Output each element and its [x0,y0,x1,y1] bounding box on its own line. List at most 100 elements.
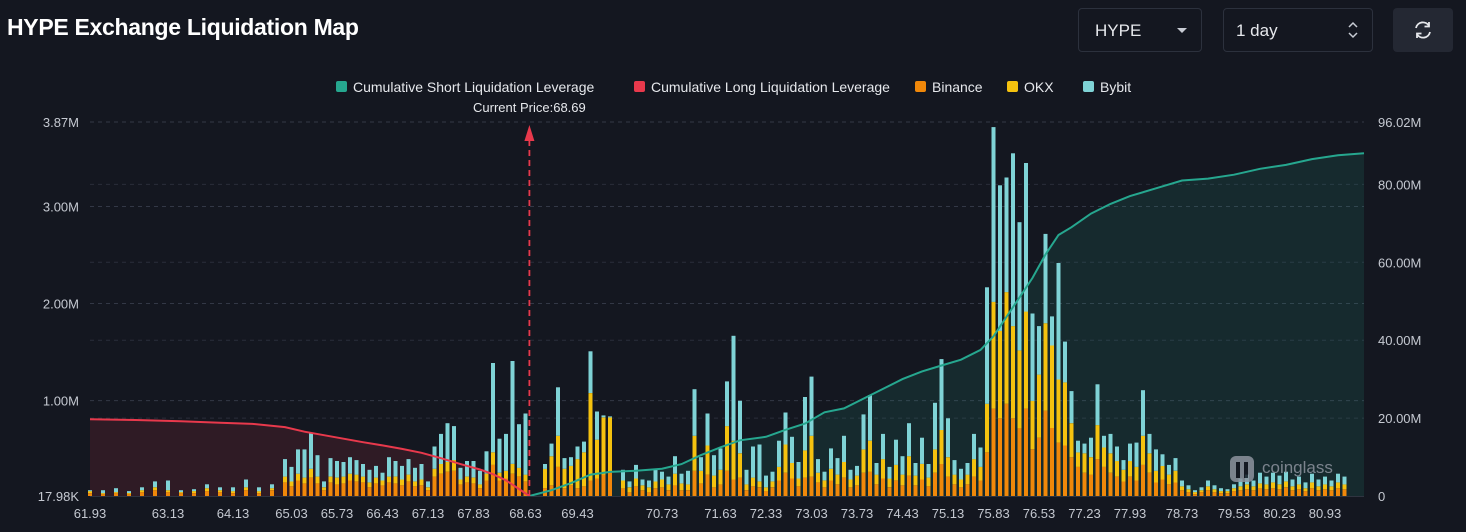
x-tick: 77.93 [1114,506,1147,521]
bar-bybit [595,411,599,440]
bar-binance [627,492,632,496]
bar-okx [322,487,326,491]
bar-binance [790,478,794,496]
bar-bybit [445,423,450,462]
bar-binance [374,483,378,496]
bar-okx [387,476,391,483]
x-tick: 65.03 [275,506,308,521]
bar-okx [166,490,170,493]
bar-okx [1121,469,1126,482]
legend-item: Cumulative Long Liquidation Leverage [634,79,890,95]
bar-binance [1011,418,1015,496]
bar-bybit [315,455,320,477]
bar-bybit [1206,480,1210,487]
bar-okx [1056,379,1061,443]
bar-binance [315,483,320,496]
bar-binance [1271,488,1275,496]
y-left-tick: 3.00M [43,200,79,215]
bar-bybit [1076,440,1080,453]
bar-okx [419,479,424,486]
short-area [529,153,1364,496]
bar-bybit [699,457,703,471]
bar-okx [1258,483,1262,489]
bar-binance [978,480,983,496]
bar-binance [302,483,307,496]
bar-bybit [816,459,820,473]
bar-bybit [939,359,944,430]
bar-okx [244,487,248,491]
bar-bybit [452,426,456,461]
bar-bybit [725,381,729,427]
bar-okx [835,474,840,485]
bar-binance [933,472,937,496]
bar-okx [809,435,814,477]
bar-binance [413,486,417,496]
bar-okx [1063,382,1067,446]
bar-binance [965,484,970,496]
bar-binance [419,485,424,496]
bar-okx [127,493,131,495]
bar-binance [816,482,820,496]
legend-swatch [1083,81,1094,92]
bar-binance [647,492,651,496]
bar-binance [952,484,957,496]
bar-bybit [361,464,365,477]
symbol-select[interactable]: HYPE [1078,8,1202,52]
bar-bybit [1251,480,1256,487]
bar-binance [894,480,898,496]
bar-okx [1316,486,1321,491]
bar-bybit [621,469,625,481]
bar-binance [1141,464,1145,496]
timeframe-select[interactable]: 1 day [1223,8,1373,52]
bar-okx [692,435,697,471]
bar-okx [796,478,801,487]
bar-bybit [920,437,924,464]
bar-okx [1219,491,1223,493]
bar-binance [686,490,690,496]
bar-okx [1173,470,1178,483]
bar-bybit [140,487,144,491]
bar-bybit [835,458,840,475]
bar-okx [907,456,911,476]
bar-binance [439,473,443,496]
refresh-button[interactable] [1393,8,1453,52]
bar-bybit [1043,233,1048,324]
bar-okx [432,468,437,477]
bar-okx [1037,374,1041,438]
bar-bybit [419,464,424,480]
bar-binance [322,490,326,496]
bar-binance [465,482,469,496]
long-line [89,418,530,497]
bar-binance [1186,492,1191,496]
bar-binance [1108,472,1113,496]
bar-okx [1050,345,1054,428]
bar-binance [575,488,580,496]
bar-binance [517,476,521,496]
bar-okx [153,487,157,491]
updown-chevron-icon [1348,21,1358,39]
bar-okx [231,491,235,493]
bar-binance [907,475,911,496]
bar-bybit [926,464,931,478]
bar-bybit [1050,316,1054,346]
bar-binance [998,418,1002,496]
bar-okx [582,452,586,487]
bar-binance [653,488,658,496]
bar-okx [926,477,931,487]
bar-binance [829,480,833,496]
bar-bybit [289,466,294,482]
bar-okx [1141,435,1145,465]
bar-okx [569,465,573,486]
bar-bybit [972,433,976,460]
legend-label: OKX [1024,79,1054,95]
bar-binance [1342,489,1347,496]
bar-binance [692,470,697,496]
bar-okx [647,487,651,493]
bar-okx [1108,453,1113,473]
bar-bybit [1095,384,1100,426]
bar-okx [140,490,144,493]
x-tick: 67.13 [412,506,445,521]
bar-okx [348,473,352,481]
bar-okx [452,460,456,471]
bar-binance [705,474,710,496]
